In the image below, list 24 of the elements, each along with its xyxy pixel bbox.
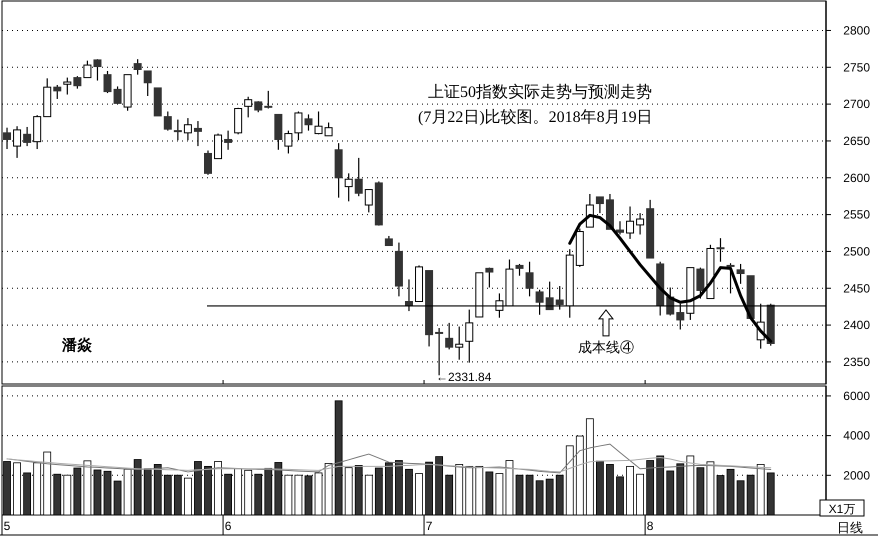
y-tick-label: 2700 <box>843 97 870 112</box>
x-tick-label: 8 <box>646 519 654 533</box>
y-tick-label: 2550 <box>843 208 870 222</box>
y-tick-label: 2350 <box>843 354 870 369</box>
y-tick-label: 2600 <box>843 170 870 185</box>
y-tick-label: 2450 <box>843 281 870 296</box>
text: 日线 <box>837 520 863 535</box>
y-tick-label: 2000 <box>843 468 870 482</box>
y-tick-label: 2800 <box>843 23 870 38</box>
x-tick-label: 6 <box>224 519 232 533</box>
y-tick-label: 2400 <box>843 318 870 332</box>
x-tick-label: 5 <box>4 519 11 533</box>
y-tick-label: 2750 <box>843 60 870 74</box>
legend-label: 成本线④ <box>578 340 634 356</box>
y-tick-label: 6000 <box>843 388 870 403</box>
y-tick-label: 4000 <box>843 428 870 443</box>
y-tick-label: 2500 <box>843 244 870 258</box>
y-tick-label: 2650 <box>843 134 870 148</box>
annotation: (7月22日)比较图。2018年8月19日 <box>418 108 653 126</box>
annotation: ←2331.84 <box>436 370 492 384</box>
annotation: 潘焱 <box>61 337 93 354</box>
x-tick-label: 7 <box>426 519 433 533</box>
annotation: 上证50指数实际走势与预测走势 <box>428 83 652 101</box>
y-axis-title: X1万 <box>828 502 856 516</box>
